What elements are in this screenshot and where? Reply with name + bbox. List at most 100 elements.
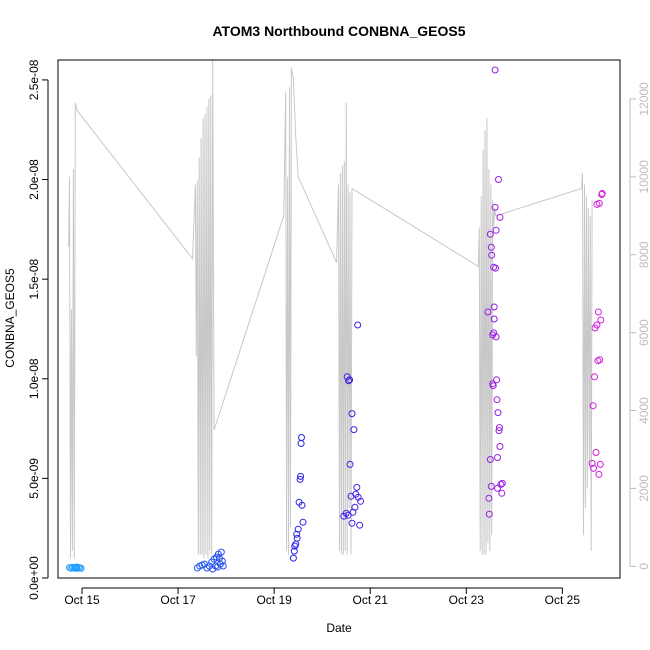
data-point [492, 264, 500, 272]
data-point [291, 542, 299, 550]
data-point [497, 480, 505, 488]
data-point [296, 475, 304, 483]
data-point [298, 434, 305, 441]
data-point [297, 472, 305, 480]
data-point [494, 484, 501, 492]
data-point [498, 489, 506, 497]
data-point [597, 316, 605, 324]
data-point [219, 562, 227, 570]
data-point [596, 460, 604, 468]
y-tick-label: 1.0e-08 [27, 358, 41, 399]
y-tick-label: 5.0e-09 [27, 458, 41, 499]
data-point [598, 190, 606, 197]
data-point [495, 424, 503, 432]
data-point [496, 213, 504, 221]
data-point [289, 554, 297, 562]
data-point [293, 534, 301, 542]
data-point [348, 519, 356, 527]
data-point [494, 409, 502, 417]
data-point [593, 321, 601, 329]
data-point [350, 426, 358, 434]
data-points [66, 66, 606, 573]
data-point [297, 440, 305, 447]
data-point [346, 376, 354, 384]
data-point [344, 511, 352, 519]
data-point [488, 251, 496, 259]
data-point [489, 382, 497, 390]
y-tick-label: 0.0e+00 [27, 556, 41, 600]
data-point [493, 396, 501, 404]
altitude-line [68, 59, 593, 559]
data-point [485, 494, 493, 502]
data-point [486, 456, 494, 463]
x-tick-label: Oct 25 [545, 593, 581, 607]
data-point [342, 509, 350, 517]
y-right-tick-label: 8000 [637, 241, 650, 268]
data-point [490, 315, 498, 323]
data-point [487, 482, 495, 490]
y-right-tick-label: 10000 [637, 160, 650, 194]
x-tick-label: Oct 21 [353, 593, 389, 607]
y-tick-label: 2.5e-08 [27, 59, 41, 100]
data-point [72, 563, 80, 571]
data-point [493, 376, 501, 384]
data-point [595, 470, 603, 478]
y-right-tick-label: 2000 [637, 475, 650, 502]
data-point [595, 199, 603, 207]
data-point [487, 243, 495, 251]
data-point [489, 331, 497, 339]
data-point [346, 460, 354, 468]
data-point [348, 410, 356, 418]
data-point [299, 518, 307, 526]
data-point [77, 564, 85, 572]
y-right-tick-label: 0 [637, 563, 650, 570]
data-point [290, 547, 298, 555]
data-point [588, 459, 596, 467]
x-tick-label: Oct 15 [64, 593, 100, 607]
data-point [591, 373, 598, 381]
data-point [596, 356, 604, 364]
data-point [357, 497, 365, 505]
x-axis-label: Date [326, 621, 352, 635]
data-point [485, 510, 493, 518]
data-point [353, 483, 361, 491]
y-right-tick-label: 12000 [637, 82, 650, 116]
altitude-series [68, 59, 593, 559]
x-tick-label: Oct 19 [256, 593, 292, 607]
x-tick-label: Oct 17 [160, 593, 196, 607]
data-point [354, 321, 362, 329]
data-point [293, 530, 301, 538]
data-point [589, 402, 597, 410]
data-point [592, 449, 600, 456]
chart-title: ATOM3 Northbound CONBNA_GEOS5 [212, 23, 465, 39]
data-point [492, 333, 500, 341]
data-point [498, 479, 506, 487]
data-point [495, 427, 503, 435]
data-point [594, 308, 602, 316]
y-tick-label: 1.5e-08 [27, 258, 41, 299]
y-axis-label: CONBNA_GEOS5 [3, 268, 17, 368]
x-tick-label: Oct 23 [449, 593, 485, 607]
data-point [590, 464, 598, 472]
y-right-tick-label: 6000 [637, 319, 650, 346]
data-point [496, 443, 504, 450]
data-point [217, 548, 225, 556]
data-point [351, 503, 359, 511]
plot-frame [57, 59, 621, 579]
data-point [298, 501, 306, 509]
y-right-tick-label: 4000 [637, 397, 650, 424]
data-point [491, 66, 499, 74]
data-point [490, 303, 498, 311]
data-point [495, 176, 502, 183]
data-point [218, 557, 226, 565]
y-tick-label: 2.0e-08 [27, 159, 41, 200]
data-point [484, 308, 492, 316]
data-point [356, 521, 364, 529]
data-point [294, 525, 302, 533]
data-point [345, 377, 353, 385]
axes: 0.0e+00 5.0e-09 1.0e-08 1.5e-08 2.0e-08 2.5e-… [27, 59, 650, 607]
data-point [491, 203, 499, 211]
data-point [494, 454, 501, 461]
data-point [492, 226, 500, 234]
